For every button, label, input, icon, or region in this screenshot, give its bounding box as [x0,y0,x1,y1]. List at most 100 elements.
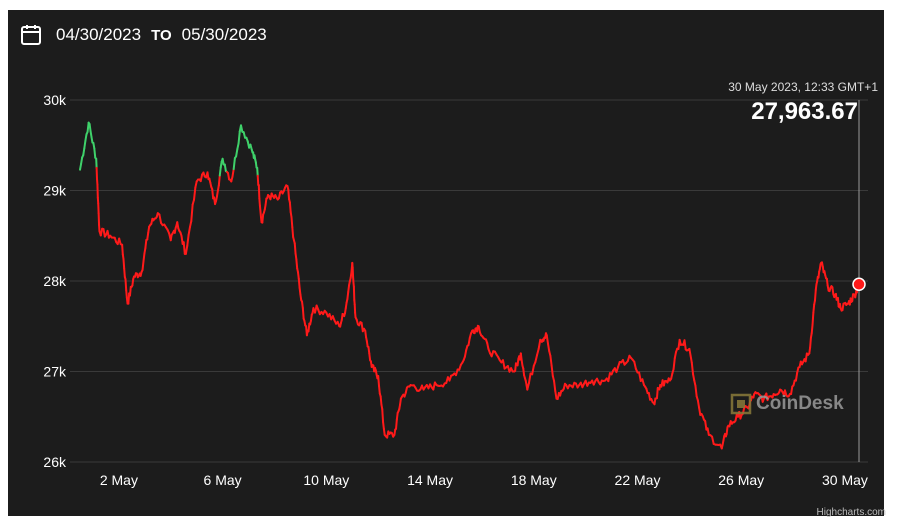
series-segment [536,347,540,357]
series-segment [235,148,239,158]
series-segment [526,382,530,391]
series-segment [237,130,241,145]
series-segment [146,231,150,241]
date-range: 04/30/2023 TO 05/30/2023 [20,22,267,48]
series-segment [725,426,729,436]
series-segment [378,384,381,395]
range-separator: TO [151,26,172,44]
series-segment [516,357,520,367]
series-segment [706,427,710,436]
series-segment [364,329,368,339]
series-segment [125,289,128,299]
highcharts-credit[interactable]: Highcharts.com [816,507,886,518]
highlight-point [852,277,866,292]
series-segment [694,384,698,398]
x-tick-label: 2 May [100,472,138,488]
series-segment [395,418,398,430]
range-start-date[interactable]: 04/30/2023 [56,25,142,44]
coindesk-watermark: CoinDesk [730,390,856,418]
calendar-icon[interactable] [20,24,42,46]
series-segment [295,258,299,270]
series-segment [89,129,93,138]
series-segment [825,277,829,287]
series-segment [673,351,677,360]
series-segment [301,300,304,310]
series-segment [206,171,210,181]
series-segment [192,186,197,201]
x-tick-label: 6 May [204,472,242,488]
series-segment [131,278,135,287]
series-segment [294,252,298,261]
series-segment [377,375,381,387]
series-segment [531,364,535,376]
range-end-date[interactable]: 05/30/2023 [181,25,267,44]
x-tick-label: 22 May [615,472,661,488]
series-segment [794,371,799,382]
series-segment [298,286,302,296]
series-segment [291,226,295,238]
series-segment [176,221,180,230]
x-tick-label: 26 May [718,472,764,488]
series-segment [232,157,236,171]
series-segment [188,219,193,229]
series-segment [288,201,292,214]
series-segment [158,213,163,224]
series-segment [647,392,652,401]
series-segment [187,226,191,237]
series-segment [692,373,696,382]
series-segment [186,234,190,247]
series-segment [463,349,468,358]
series-segment [553,379,557,393]
series-segment [633,360,637,370]
series-segment [346,290,350,300]
series-segment [144,238,148,250]
series-segment [831,286,835,296]
series-segment [347,284,351,293]
series-segment [550,364,554,378]
series-segment [141,260,145,271]
series-segment [546,342,551,352]
series-segment [698,406,702,416]
series-segment [519,352,523,361]
series-segment [293,242,297,255]
series-segment [123,267,126,279]
coindesk-logo-icon [730,393,752,415]
series-segment [239,124,244,133]
series-segment [809,336,812,349]
price-series [79,121,860,450]
series-segment [851,293,855,302]
series-segment [182,241,186,255]
series-segment [688,347,692,357]
series-segment [256,166,259,177]
series-segment [190,203,194,222]
series-segment [704,420,708,431]
series-segment [301,307,305,320]
series-segment [711,435,715,445]
y-axis-labels: 26k 27k 28k 29k 30k [43,92,67,470]
series-segment [607,372,611,383]
series-segment [810,323,814,335]
series-segment [124,278,128,292]
y-tick-label: 26k [43,454,67,470]
series-segment [290,216,294,229]
series-segment [297,277,301,289]
series-segment [296,271,300,280]
series-segment [672,357,676,371]
series-segment [811,311,815,326]
y-tick-label: 30k [43,92,67,108]
series-segment [638,371,642,382]
series-segment [231,168,235,178]
series-segment [218,166,222,177]
series-segment [841,302,845,312]
y-tick-label: 28k [43,273,67,289]
series-segment [142,252,146,263]
series-segment [215,189,219,198]
series-segment [641,378,645,387]
series-segment [501,359,506,370]
series-segment [514,362,517,372]
series-segment [307,322,311,333]
series-segment [86,121,90,133]
series-segment [264,197,268,206]
series-segment [382,427,386,436]
